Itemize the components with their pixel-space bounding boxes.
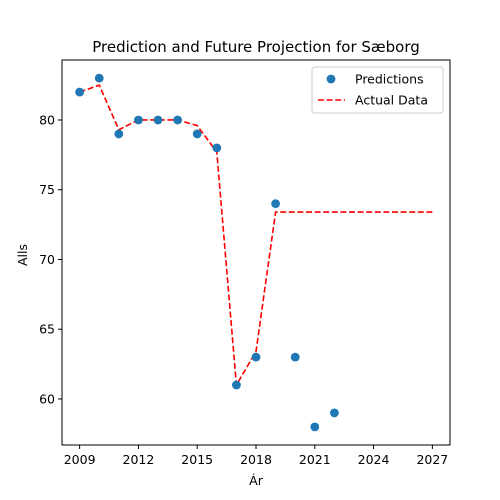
x-tick-label: 2012 (123, 452, 155, 467)
legend-marker-predictions (326, 74, 336, 84)
prediction-point (153, 115, 163, 125)
y-axis-label: Alls (15, 244, 30, 266)
x-tick-label: 2015 (181, 452, 213, 467)
prediction-point (134, 115, 143, 125)
prediction-point (173, 115, 183, 125)
legend-label: Predictions (355, 72, 424, 87)
prediction-point (232, 380, 241, 390)
x-tick-label: 2027 (416, 452, 448, 467)
legend-label: Actual Data (355, 93, 428, 108)
prediction-point (212, 143, 222, 153)
y-tick-label: 80 (39, 112, 55, 127)
prediction-point (329, 408, 339, 418)
prediction-point (271, 199, 280, 209)
x-tick-label: 2018 (240, 452, 272, 467)
chart-title: Prediction and Future Projection for Sæb… (92, 38, 420, 56)
legend-box (311, 66, 444, 114)
prediction-point (310, 422, 320, 432)
x-tick-label: 2021 (299, 452, 331, 467)
y-tick-label: 75 (39, 182, 55, 197)
x-axis-label: Ár (249, 473, 264, 488)
prediction-point (290, 352, 300, 362)
y-tick-label: 65 (39, 322, 55, 337)
y-axis: 60 65 70 75 80 (39, 112, 62, 406)
y-tick-label: 70 (39, 252, 55, 267)
prediction-point (114, 129, 124, 139)
x-tick-label: 2024 (358, 452, 390, 467)
y-tick-label: 60 (39, 391, 55, 406)
prediction-point (192, 129, 202, 139)
x-tick-label: 2009 (64, 452, 96, 467)
x-axis: 2009 2012 2015 2018 2021 2024 2027 (64, 445, 448, 467)
prediction-point (94, 73, 104, 83)
legend: Predictions Actual Data (311, 66, 444, 114)
prediction-point (251, 352, 261, 362)
series-layer (75, 73, 433, 432)
prediction-point (75, 87, 85, 97)
